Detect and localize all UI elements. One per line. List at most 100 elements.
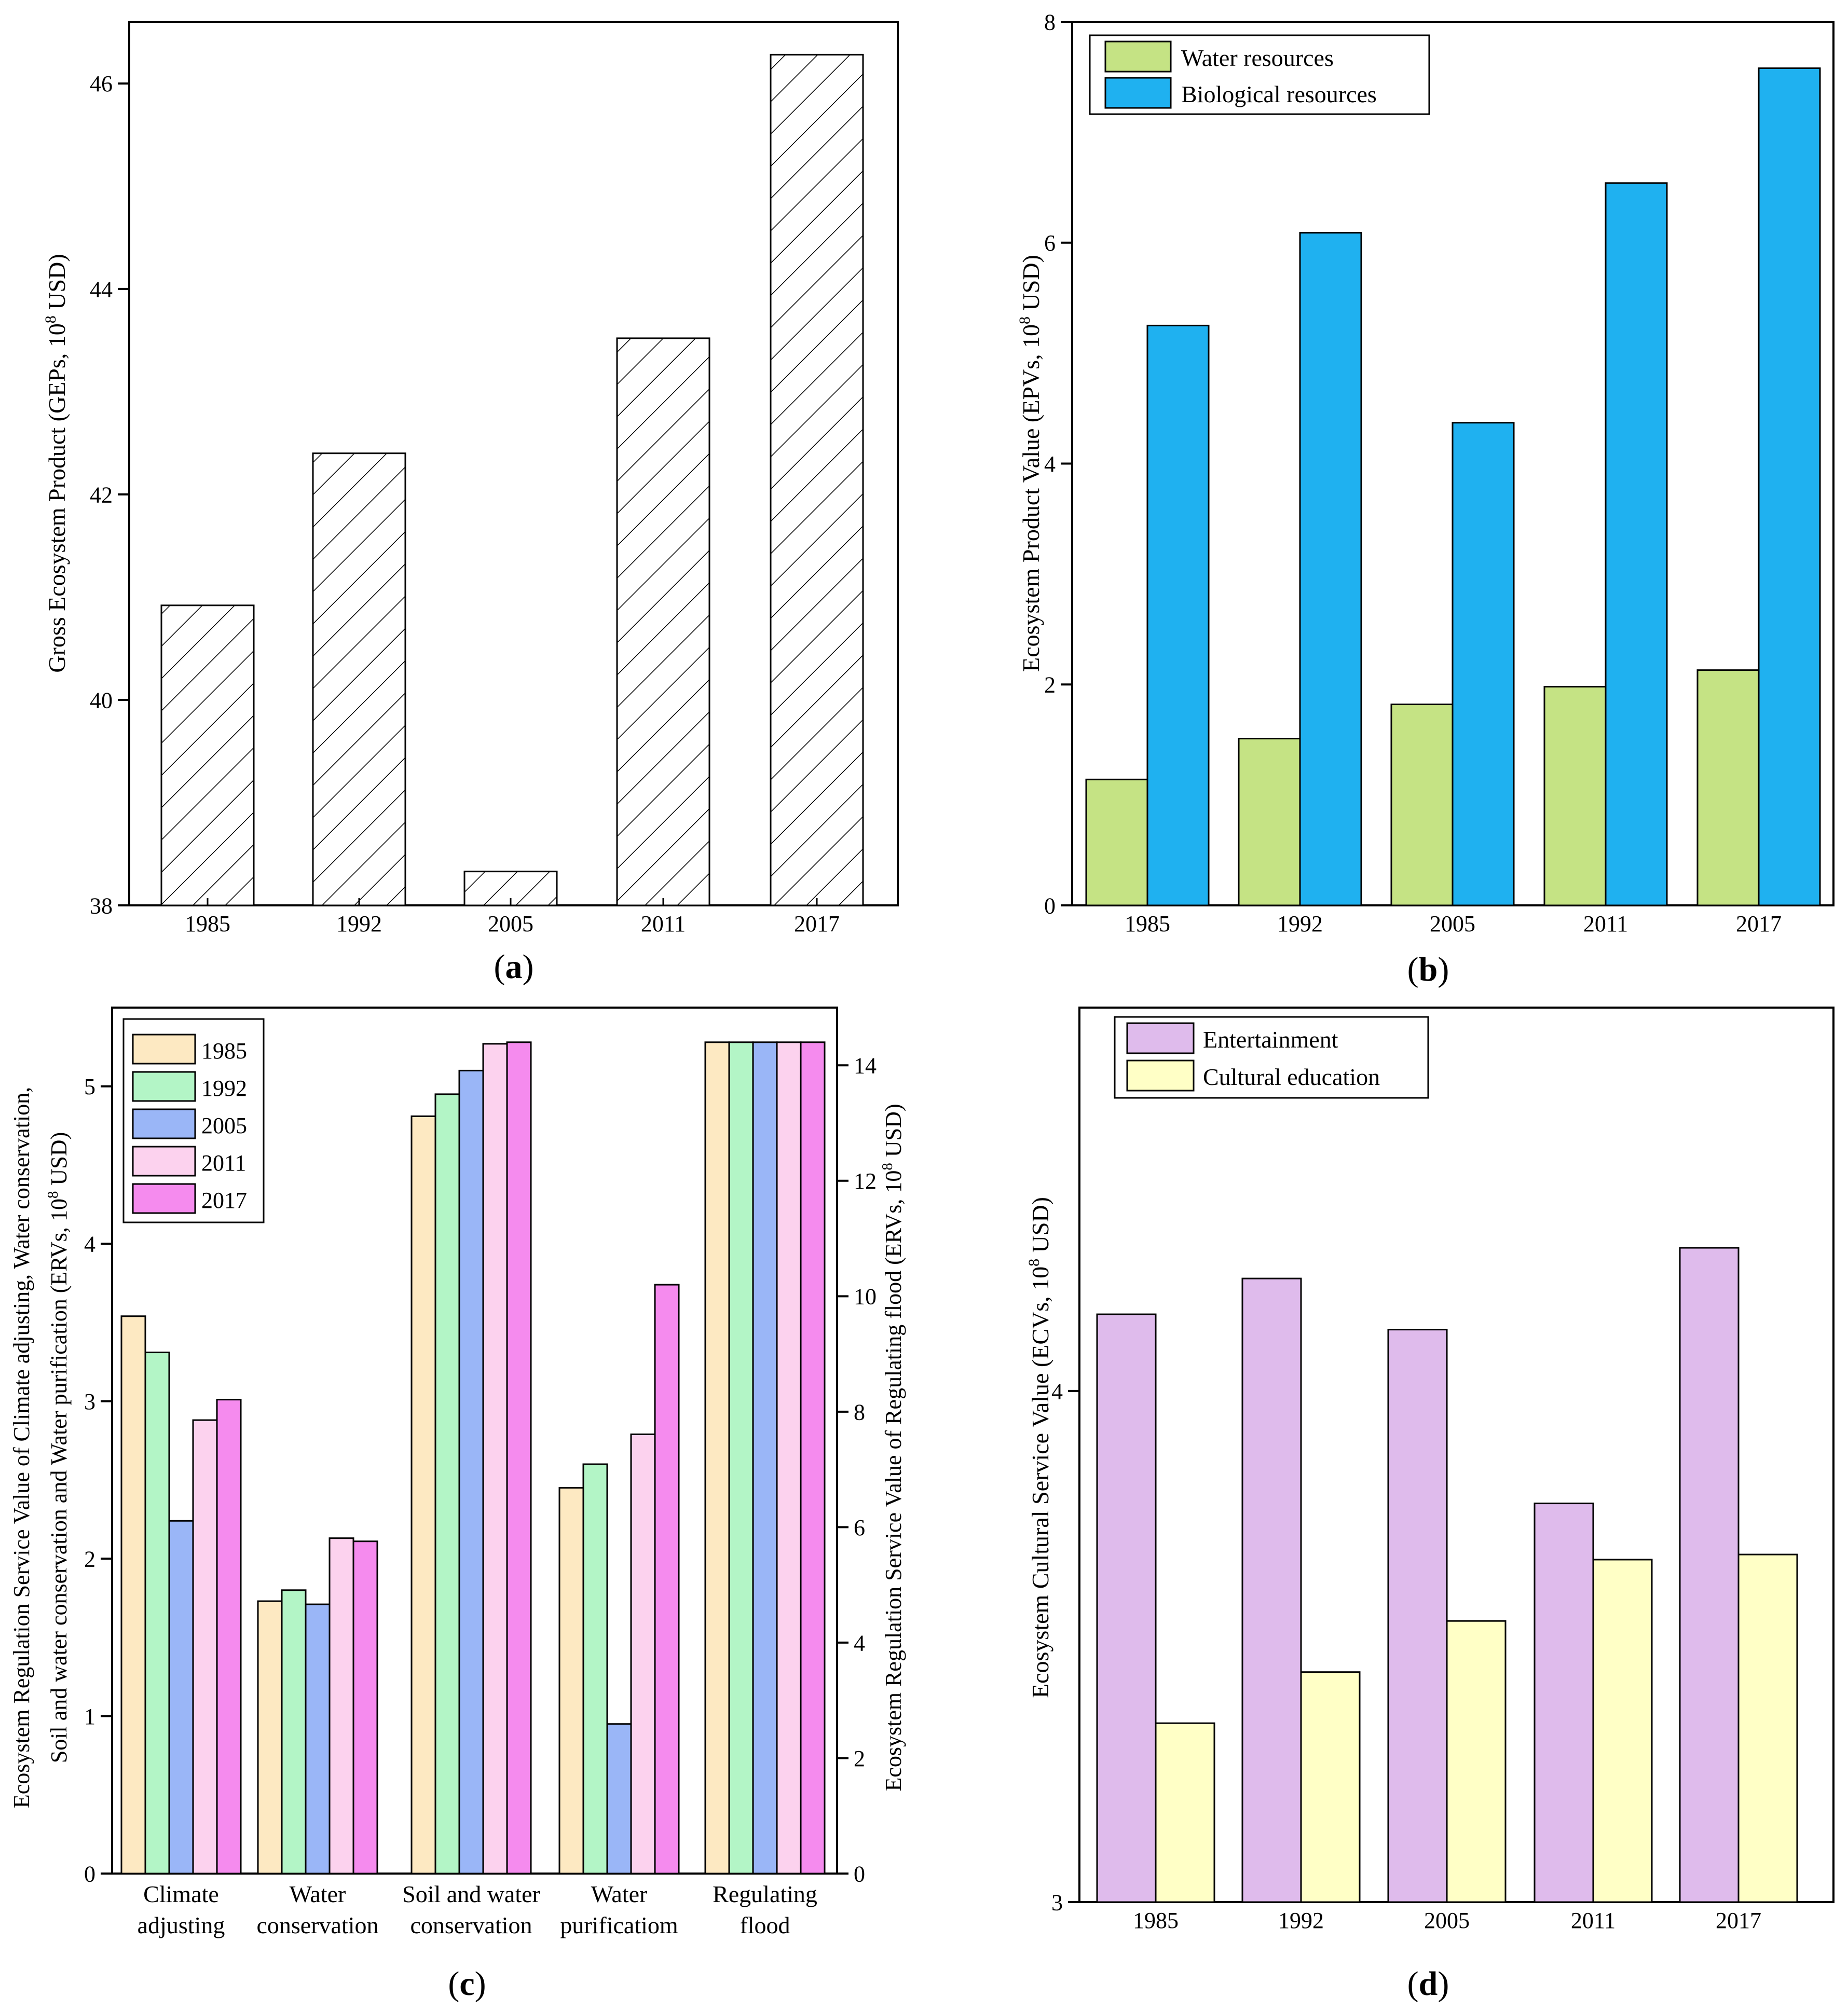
legend-label-water-resources: Water resources: [1181, 45, 1334, 71]
x-tick-label-regulating-flood-line1: Regulating: [713, 1881, 817, 1907]
x-tick-label-2011: 2011: [1571, 1908, 1616, 1933]
x-tick-label-1992: 1992: [1278, 1908, 1324, 1933]
x-tick-label-1992: 1992: [1277, 911, 1323, 937]
y-tick-label: 1: [84, 1704, 95, 1729]
panel-b-legend: Water resources Biological resources: [1089, 34, 1430, 115]
bar-biological-resources-1992: [1299, 232, 1362, 906]
bar-2011: [616, 337, 710, 906]
y-tick-label: 4: [854, 1630, 865, 1656]
x-tick-label-1985: 1985: [185, 911, 230, 937]
panel-c-bars: [120, 1041, 826, 1875]
bar-1985: [160, 604, 255, 906]
panel-a-y-axis-title: Gross Ecosystem Product (GEPs, 108 USD): [42, 254, 70, 672]
panel-b-y-axis: 0 2 4 6 8: [1044, 9, 1072, 918]
legend-swatch-biological-resources: [1104, 77, 1172, 109]
y-tick-label: 46: [90, 71, 113, 97]
x-tick-label-2005: 2005: [488, 911, 533, 937]
legend-swatch-1992: [132, 1071, 196, 1102]
y-tick-label: 2: [84, 1546, 95, 1572]
legend-swatch-1985: [132, 1034, 196, 1065]
panel-a-bars: [160, 53, 864, 906]
x-tick-label-1985: 1985: [1133, 1908, 1179, 1933]
bar-cultural-education-1992: [1300, 1671, 1361, 1903]
bar-climate-adjusting-2017: [216, 1399, 242, 1875]
panel-d-bars: [1096, 1247, 1798, 1903]
bar-water-resources-2011: [1543, 686, 1607, 906]
panel-b-x-axis: 1985 1992 2005 2011 2017: [1125, 898, 1782, 937]
legend-swatch-2017: [132, 1183, 196, 1214]
bar-regulating-flood-2011: [776, 1041, 802, 1875]
x-tick-label-2017: 2017: [1736, 911, 1782, 937]
bar-cultural-education-2005: [1446, 1620, 1507, 1903]
legend-swatch-entertainment: [1126, 1022, 1195, 1054]
y-tick-label: 2: [1044, 672, 1056, 698]
panel-d-caption: (d): [1407, 1965, 1449, 2003]
x-tick-label-water-purificatiom-line1: Water: [591, 1881, 648, 1907]
x-tick-label-regulating-flood-line2: flood: [740, 1912, 790, 1938]
bar-water-purificatiom-2005: [606, 1723, 632, 1875]
panel-c-left-y-axis-title-line1: Ecosystem Regulation Service Value of Cl…: [9, 1087, 34, 1808]
panel-c-left-y-axis: 0 1 2 3 4 5: [84, 1074, 112, 1887]
panel-b-chart: 0 2 4 6 8 1985 1992 2005 2011 2017 Water resourc…: [1016, 9, 1835, 988]
bar-soil-and-water-conservation-2005: [458, 1069, 484, 1875]
bar-regulating-flood-2017: [800, 1041, 826, 1875]
panel-c-legend: 1985 1992 2005 2011 2017: [122, 1018, 265, 1223]
y-tick-label: 12: [854, 1168, 877, 1194]
legend-swatch-water-resources: [1104, 40, 1172, 73]
legend-label-2017: 2017: [201, 1188, 247, 1213]
y-tick-label: 4: [1051, 1379, 1063, 1404]
bar-water-resources-1985: [1085, 778, 1148, 906]
y-tick-label: 4: [1044, 451, 1056, 477]
panel-c-right-y-axis-title: Ecosystem Regulation Service Value of Re…: [879, 1104, 906, 1791]
x-tick-label-soil-and-water-conservation-line2: conservation: [410, 1912, 532, 1938]
bar-biological-resources-2017: [1758, 67, 1821, 906]
bar-1992: [312, 452, 406, 906]
y-tick-label: 0: [84, 1861, 95, 1887]
panel-c-right-y-axis: 0 2 4 6 8 10 12 14: [837, 1053, 877, 1887]
bar-cultural-education-2011: [1592, 1559, 1653, 1903]
panel-b-caption: (b): [1407, 951, 1449, 988]
y-tick-label: 40: [90, 687, 113, 713]
bar-water-resources-1992: [1238, 738, 1301, 906]
x-tick-label-climate-adjusting-line2: adjusting: [138, 1912, 225, 1938]
bar-entertainment-1992: [1241, 1277, 1302, 1903]
bar-soil-and-water-conservation-1992: [434, 1093, 460, 1875]
bar-biological-resources-2011: [1605, 182, 1668, 906]
bar-soil-and-water-conservation-2011: [482, 1043, 508, 1875]
panel-c-caption: (c): [448, 1965, 486, 2003]
x-tick-label-1985: 1985: [1125, 911, 1170, 937]
legend-label-cultural-education: Cultural education: [1203, 1064, 1380, 1090]
y-tick-label: 38: [90, 893, 113, 918]
y-tick-label: 44: [90, 277, 113, 302]
x-tick-label-2011: 2011: [641, 911, 686, 937]
legend-swatch-2005: [132, 1108, 196, 1139]
bar-climate-adjusting-1992: [144, 1352, 170, 1875]
panel-d-y-axis-title: Ecosystem Cultural Service Value (ECVs, …: [1025, 1197, 1053, 1698]
y-tick-label: 6: [854, 1515, 865, 1540]
panel-a-chart: 38 40 42 44 46 1985 1992 2005 2011 2017 Gross Ec…: [42, 21, 899, 986]
bar-climate-adjusting-2005: [168, 1520, 194, 1875]
y-tick-label: 0: [1044, 893, 1056, 918]
panel-d-chart: 34 1985 1992 2005 2011 2017 Entertainment Cu…: [1025, 1007, 1835, 2003]
bar-water-conservation-2005: [305, 1603, 331, 1875]
bar-entertainment-2017: [1679, 1247, 1740, 1903]
y-tick-label: 3: [84, 1389, 95, 1414]
x-tick-label-water-conservation-line2: conservation: [256, 1912, 378, 1938]
bar-water-resources-2017: [1696, 669, 1760, 906]
panel-a-caption: (a): [494, 948, 534, 986]
bar-cultural-education-1985: [1155, 1722, 1215, 1903]
x-tick-label-2005: 2005: [1430, 911, 1475, 937]
bar-regulating-flood-2005: [752, 1041, 778, 1875]
legend-label-biological-resources: Biological resources: [1181, 81, 1377, 107]
legend-label-2011: 2011: [201, 1150, 246, 1176]
bar-water-purificatiom-1985: [558, 1487, 584, 1875]
bar-biological-resources-2005: [1452, 422, 1515, 906]
bar-water-conservation-2011: [328, 1537, 354, 1875]
bar-climate-adjusting-2011: [192, 1419, 218, 1875]
x-tick-label-2017: 2017: [794, 911, 840, 937]
bar-soil-and-water-conservation-2017: [506, 1041, 532, 1875]
bar-water-purificatiom-2011: [630, 1433, 656, 1875]
bar-2017: [770, 53, 864, 906]
x-tick-label-water-conservation-line1: Water: [290, 1881, 346, 1907]
